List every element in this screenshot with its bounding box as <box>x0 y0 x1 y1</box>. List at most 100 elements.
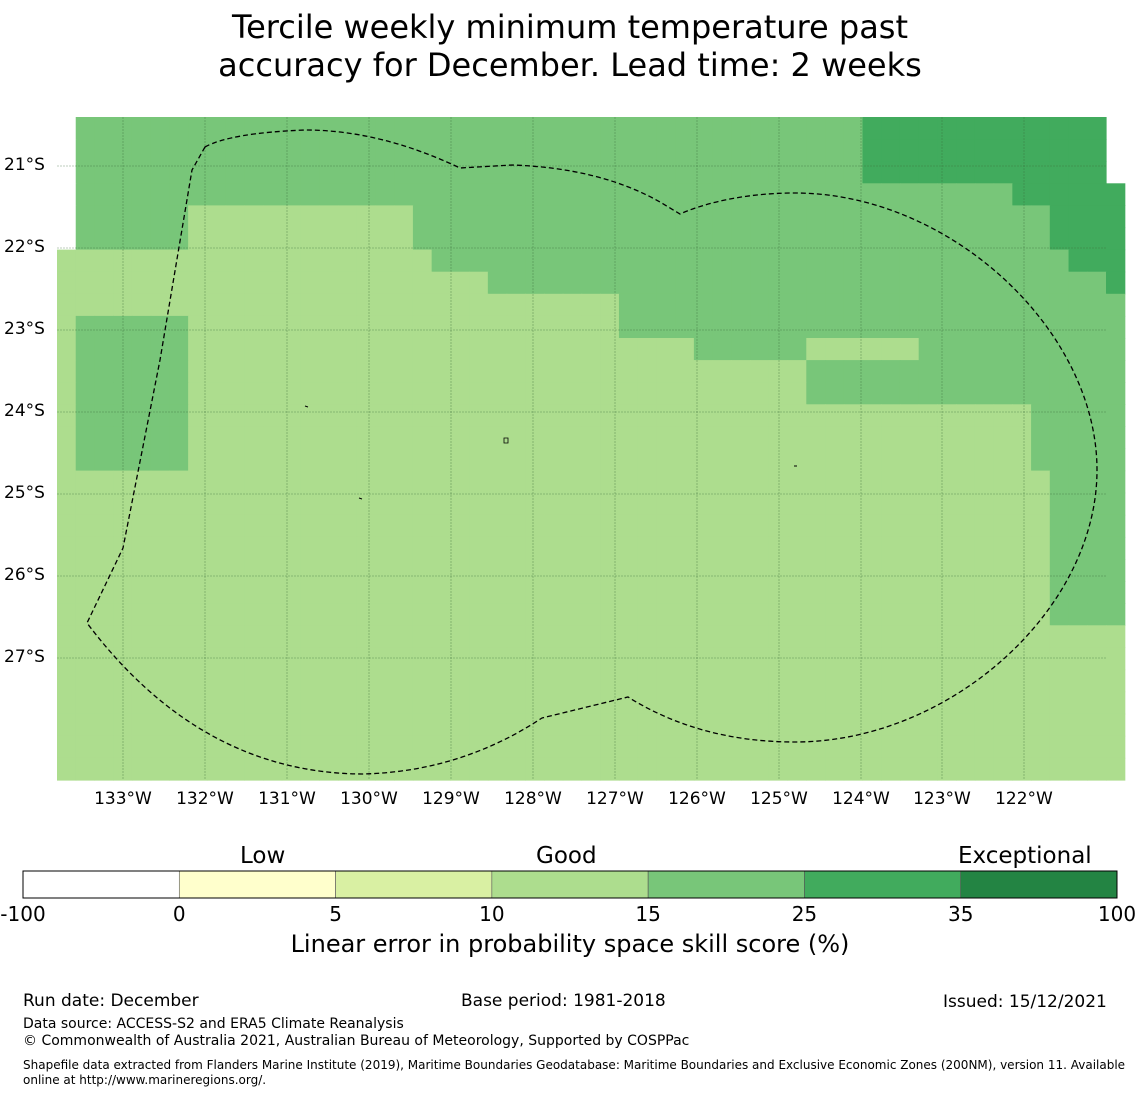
map-cell <box>768 559 789 582</box>
map-cell <box>918 448 939 472</box>
map-cell <box>712 426 732 450</box>
map-cell <box>712 382 732 405</box>
longitude-label: 130°W <box>340 789 398 809</box>
map-cell <box>768 757 789 781</box>
map-cell <box>337 315 358 339</box>
map-cell <box>394 647 414 671</box>
map-cell <box>1012 625 1032 648</box>
map-cell <box>1106 448 1126 472</box>
map-cell <box>881 669 901 693</box>
map-cell <box>899 293 920 317</box>
map-cell <box>412 559 433 582</box>
map-cell <box>899 139 920 162</box>
map-cell <box>525 293 545 317</box>
map-cell <box>544 271 564 295</box>
map-cell <box>57 691 77 715</box>
map-cell <box>712 139 732 162</box>
map-cell <box>899 360 920 383</box>
map-cell <box>675 603 695 626</box>
map-cell <box>750 183 770 206</box>
map-cell <box>169 625 189 648</box>
map-cell <box>1106 514 1126 538</box>
map-cell <box>750 625 770 648</box>
map-cell <box>693 536 714 560</box>
map-cell <box>281 514 302 538</box>
map-cell <box>300 536 320 560</box>
map-cell <box>806 713 826 737</box>
map-cell <box>562 647 583 671</box>
map-cell <box>637 470 658 494</box>
map-cell <box>843 536 864 560</box>
map-cell <box>544 426 564 450</box>
map-cell <box>263 271 283 295</box>
map-cell <box>356 757 377 781</box>
map-cell <box>57 448 77 472</box>
map-cell <box>956 404 976 427</box>
map-cell <box>412 161 433 184</box>
map-cell <box>113 183 133 206</box>
map-cell <box>1068 581 1088 604</box>
map-cell <box>918 293 939 317</box>
latitude-label: 23°S <box>4 319 45 339</box>
map-cell <box>281 536 302 560</box>
map-cell <box>450 647 470 671</box>
map-cell <box>263 161 283 184</box>
map-cell <box>899 249 920 273</box>
map-cell <box>1012 669 1032 693</box>
map-cell <box>469 448 489 472</box>
map-cell <box>618 470 639 494</box>
map-cell <box>618 271 639 295</box>
map-cell <box>319 470 339 494</box>
map-cell <box>1106 470 1126 494</box>
island-marker <box>503 437 509 444</box>
map-cell <box>750 139 770 162</box>
map-cell <box>768 647 789 671</box>
map-cell <box>562 735 583 759</box>
map-cell <box>974 581 995 604</box>
map-cell <box>918 603 939 626</box>
map-cell <box>806 625 826 648</box>
map-cell <box>1087 647 1107 671</box>
map-cell <box>375 448 395 472</box>
colorbar-tick-label: 35 <box>947 902 974 926</box>
map-cell <box>1031 183 1051 206</box>
map-cell <box>412 271 433 295</box>
map-cell <box>1106 315 1126 339</box>
map-cell <box>57 581 77 604</box>
map-cell <box>1031 669 1051 693</box>
map-cell <box>637 691 658 715</box>
map-cell <box>206 625 227 648</box>
map-cell <box>431 315 451 339</box>
map-cell <box>768 536 789 560</box>
map-cell <box>300 426 320 450</box>
map-cell <box>1106 581 1126 604</box>
map-cell <box>431 735 451 759</box>
map-cell <box>412 183 433 206</box>
map-cell <box>750 293 770 317</box>
map-cell <box>225 514 245 538</box>
map-cell <box>487 338 508 361</box>
map-cell <box>244 448 264 472</box>
map-cell <box>1031 404 1051 427</box>
map-cell <box>750 249 770 273</box>
map-cell <box>675 691 695 715</box>
map-cell <box>506 757 526 781</box>
map-cell <box>1087 315 1107 339</box>
map-cell <box>731 315 751 339</box>
map-cell <box>1012 382 1032 405</box>
map-cell <box>1068 315 1088 339</box>
map-cell <box>693 669 714 693</box>
map-cell <box>487 581 508 604</box>
map-cell <box>375 117 395 140</box>
map-cell <box>487 603 508 626</box>
map-cell <box>263 382 283 405</box>
map-cell <box>843 448 864 472</box>
map-cell <box>394 315 414 339</box>
map-cell <box>169 315 189 339</box>
map-cell <box>225 426 245 450</box>
map-cell <box>862 183 882 206</box>
map-cell <box>131 581 152 604</box>
map-cell <box>993 315 1013 339</box>
map-cell <box>675 382 695 405</box>
map-cell <box>75 161 96 184</box>
